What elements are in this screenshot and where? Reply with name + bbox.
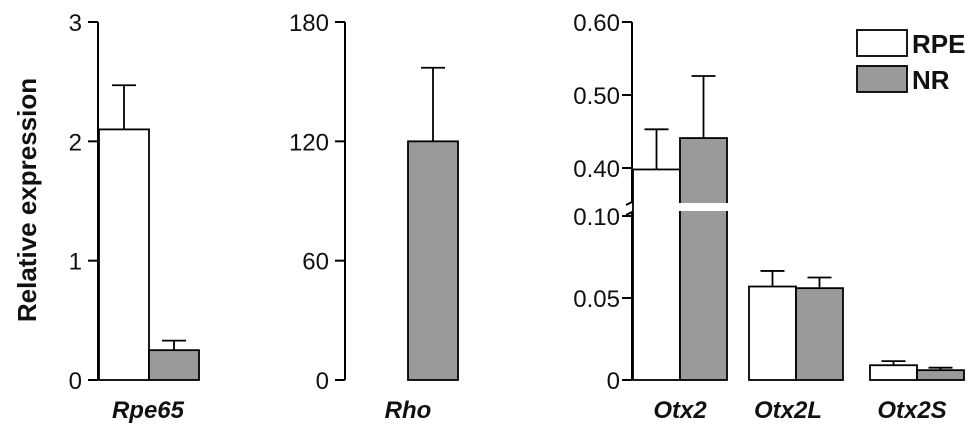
legend: RPE NR xyxy=(856,29,965,95)
legend-swatch-rpe xyxy=(856,29,908,57)
y-tick-label: 0 xyxy=(607,368,620,395)
legend-label-nr: NR xyxy=(912,65,950,95)
panel-rpe65: 0 1 2 3 Rpe65 xyxy=(69,10,200,424)
y-tick-label: 0.05 xyxy=(573,286,620,313)
bar-nr-otx2l xyxy=(795,287,844,381)
y-tick-label: 0.10 xyxy=(573,204,620,231)
y-tick-label: 0 xyxy=(316,368,329,395)
y-tick-label: 0.40 xyxy=(573,156,620,183)
legend-swatch-nr xyxy=(856,65,908,93)
panel-otx2: 0.40 0.50 0.60 0 0.05 0.10 Otx2 Otx2L Otx2S xyxy=(573,10,965,424)
y-tick-label: 120 xyxy=(289,129,329,156)
y-tick-label: 0.50 xyxy=(573,83,620,110)
bar-rpe-rpe65 xyxy=(98,128,150,381)
panel-rho: 0 60 120 180 Rho xyxy=(289,10,459,424)
y-tick-label: 180 xyxy=(289,10,329,37)
category-label-otx2l: Otx2L xyxy=(754,397,822,424)
bar-nr-rpe65 xyxy=(148,349,200,381)
y-tick-label: 1 xyxy=(69,249,82,276)
bar-nr-otx2 xyxy=(679,137,728,381)
category-label-otx2s: Otx2S xyxy=(877,397,946,424)
bar-rpe-otx2s xyxy=(869,364,918,381)
bar-rpe-otx2 xyxy=(632,168,681,381)
y-tick-label: 60 xyxy=(302,249,329,276)
bar-rpe-otx2l xyxy=(748,285,797,381)
bar-nr-otx2s xyxy=(916,369,965,381)
category-label-rho: Rho xyxy=(385,397,432,424)
y-tick-label: 3 xyxy=(69,10,82,37)
legend-label-rpe: RPE xyxy=(912,29,965,59)
y-tick-label: 0 xyxy=(69,368,82,395)
bar-nr-rho xyxy=(407,140,459,381)
y-tick-label: 2 xyxy=(69,129,82,156)
category-label-otx2: Otx2 xyxy=(653,397,707,424)
category-label-rpe65: Rpe65 xyxy=(112,397,185,424)
y-tick-label: 0.60 xyxy=(573,10,620,37)
axis-break-gap xyxy=(634,203,746,211)
y-axis-title: Relative expression xyxy=(12,78,42,322)
